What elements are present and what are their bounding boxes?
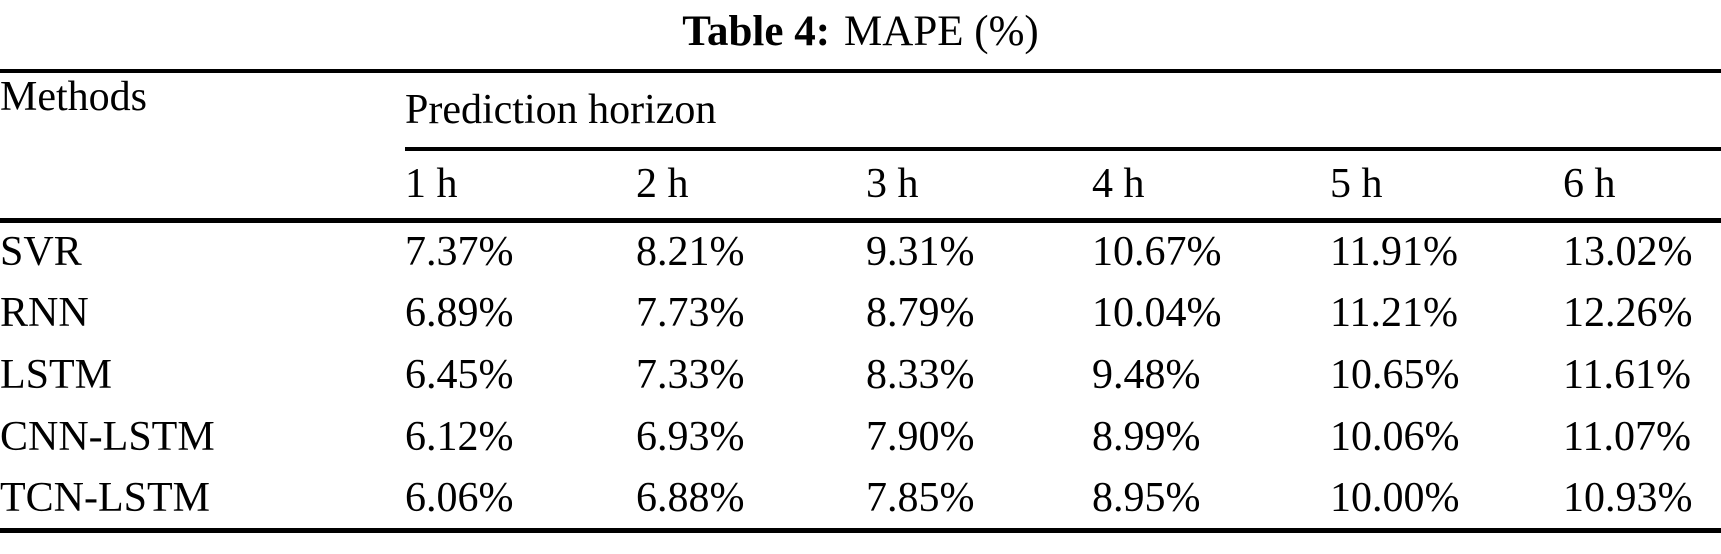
value-cell: 11.07% [1563,414,1691,460]
table-caption-title: MAPE (%) [844,8,1039,55]
value-cell: 6.45% [405,352,514,398]
methods-column-header: Methods [0,71,405,223]
method-cell: LSTM [0,352,113,398]
value-cell: 7.73% [636,290,745,336]
value-cell: 7.33% [636,352,745,398]
table-row-lstm: LSTM 6.45% 7.33% 8.33% 9.48% 10.65% 11.6… [0,344,1721,406]
value-cell: 10.00% [1330,474,1460,521]
method-cell: SVR [0,229,82,276]
method-cell: CNN-LSTM [0,414,215,460]
column-header-row: 1 h 2 h 3 h 4 h 5 h 6 h [0,149,1721,223]
value-cell: 6.12% [405,414,514,460]
value-cell: 11.61% [1563,352,1691,398]
method-cell: TCN-LSTM [0,474,210,521]
value-cell: 6.93% [636,414,745,460]
column-header-2h: 2 h [636,149,866,223]
column-header-5h: 5 h [1330,149,1563,223]
prediction-horizon-header: Prediction horizon [405,71,1721,151]
table-row-cnn-lstm: CNN-LSTM 6.12% 6.93% 7.90% 8.99% 10.06% … [0,406,1721,468]
column-header-1h: 1 h [405,149,636,223]
group-header-row: Methods Prediction horizon [0,71,1721,223]
value-cell: 8.33% [866,352,975,398]
value-cell: 10.67% [1092,229,1222,276]
mape-table: Methods Prediction horizon 1 h 2 h 3 h 4… [0,69,1721,533]
value-cell: 7.37% [405,229,514,276]
value-cell: 8.99% [1092,414,1201,460]
value-cell: 6.88% [636,474,745,521]
value-cell: 11.91% [1330,229,1458,276]
method-cell: RNN [0,290,89,336]
value-cell: 10.06% [1330,414,1460,460]
table-caption-number: Table 4: [682,8,831,55]
value-cell: 10.65% [1330,352,1460,398]
value-cell: 6.06% [405,474,514,521]
value-cell: 10.04% [1092,290,1222,336]
table-row-tcn-lstm: TCN-LSTM 6.06% 6.88% 7.85% 8.95% 10.00% … [0,468,1721,530]
table-row-svr: SVR 7.37% 8.21% 9.31% 10.67% 11.91% 13.0… [0,220,1721,282]
column-header-6h: 6 h [1563,149,1721,223]
value-cell: 9.48% [1092,352,1201,398]
column-header-4h: 4 h [1092,149,1330,223]
value-cell: 6.89% [405,290,514,336]
value-cell: 8.95% [1092,474,1201,521]
value-cell: 7.85% [866,474,975,521]
value-cell: 10.93% [1563,474,1693,521]
value-cell: 13.02% [1563,229,1693,276]
value-cell: 12.26% [1563,290,1693,336]
table-row-rnn: RNN 6.89% 7.73% 8.79% 10.04% 11.21% 12.2… [0,282,1721,344]
value-cell: 8.21% [636,229,745,276]
column-header-3h: 3 h [866,149,1092,223]
table-caption: Table 4: MAPE (%) [0,0,1721,69]
value-cell: 11.21% [1330,290,1458,336]
value-cell: 9.31% [866,229,975,276]
value-cell: 8.79% [866,290,975,336]
value-cell: 7.90% [866,414,975,460]
